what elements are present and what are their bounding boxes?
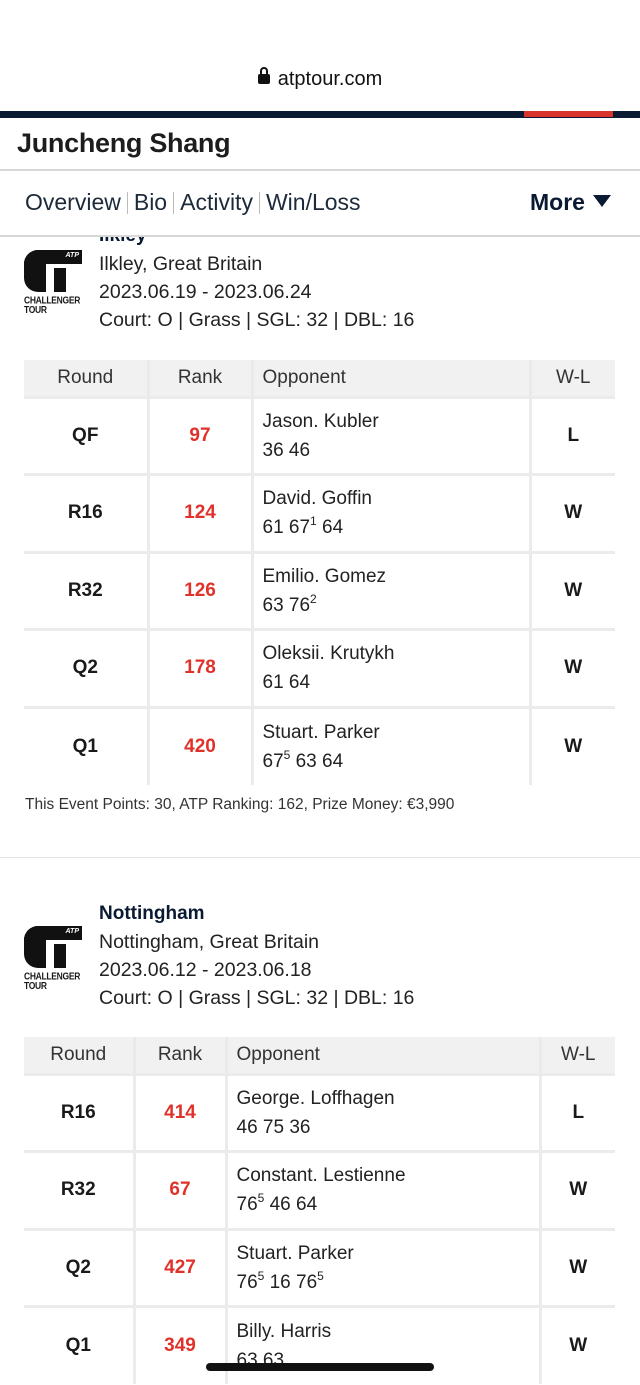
opponent-rank: 420 [146, 705, 252, 785]
url-bar[interactable]: atptour.com [0, 67, 640, 91]
round: R32 [24, 1150, 134, 1229]
event-details: Court: O | Grass | SGL: 32 | DBL: 16 [99, 309, 415, 331]
more-label: More [530, 189, 585, 215]
round: Q2 [24, 1227, 134, 1307]
tab-separator [173, 191, 175, 214]
win-loss: L [528, 395, 615, 475]
event-location: Nottingham, Great Britain [99, 931, 320, 953]
opponent-name[interactable]: Constant. Lestienne [236, 1165, 406, 1187]
opponent-name[interactable]: Stuart. Parker [236, 1242, 354, 1264]
event-dates: 2023.06.19 - 2023.06.24 [99, 281, 312, 303]
round: R16 [24, 1072, 134, 1152]
opponent-name[interactable]: Emilio. Gomez [262, 565, 387, 587]
event-info: Ilkley Ilkley, Great Britain 2023.06.19 … [99, 222, 414, 334]
column-header: Opponent [250, 360, 530, 397]
profile-tabs: Overview Bio Activity Win/Loss [25, 189, 361, 216]
round: R16 [24, 473, 148, 552]
column-header: Round [24, 360, 148, 397]
opponent-name[interactable]: David. Goffin [262, 488, 372, 510]
opponent-name[interactable]: Jason. Kubler [262, 410, 379, 432]
round: QF [24, 395, 148, 475]
lock-icon [257, 67, 270, 84]
opponent-rank: 97 [146, 395, 252, 475]
win-loss: W [528, 473, 615, 552]
opponent-name[interactable]: Oleksii. Krutykh [262, 643, 395, 665]
tab-win-loss[interactable]: Win/Loss [265, 189, 361, 215]
opponent-rank: 178 [146, 628, 252, 707]
round: R32 [24, 550, 148, 630]
matches-table: Round Rank Opponent W-L QF 97 Jason. Kubler 3… [24, 360, 615, 785]
tabs-bottom-divider [0, 235, 640, 237]
event-details: Court: O | Grass | SGL: 32 | DBL: 16 [99, 987, 415, 1009]
opponent-rank: 67 [132, 1150, 226, 1229]
win-loss: W [528, 550, 615, 630]
round: Q2 [24, 628, 148, 707]
match-score: 765 16 765 [236, 1268, 324, 1293]
event-divider [0, 857, 640, 858]
challenger-tour-logo: ATP CHALLENGER TOUR [24, 926, 82, 992]
player-name: Juncheng Shang [17, 128, 231, 158]
column-header: W-L [538, 1037, 615, 1074]
column-header: Rank [132, 1037, 226, 1074]
win-loss: W [538, 1227, 615, 1307]
event-summary: This Event Points: 30, ATP Ranking: 162,… [25, 796, 455, 813]
tab-overview[interactable]: Overview [25, 189, 121, 215]
home-indicator [206, 1363, 434, 1371]
column-header: W-L [528, 360, 615, 397]
opponent-rank: 414 [132, 1072, 226, 1152]
site-nav-bar [0, 111, 640, 118]
table-header: Round Rank Opponent W-L [24, 360, 615, 397]
win-loss: L [538, 1072, 615, 1152]
url-text: atptour.com [277, 68, 383, 90]
round: Q1 [24, 705, 148, 785]
column-header: Opponent [224, 1037, 540, 1074]
table-row: Q2 178 Oleksii. Krutykh 61 64 W [24, 628, 615, 707]
table-row: R16 124 David. Goffin 61 671 64 W [24, 473, 615, 552]
win-loss: W [538, 1150, 615, 1229]
table-header: Round Rank Opponent W-L [24, 1037, 615, 1074]
tab-separator [126, 191, 128, 214]
match-score: 61 64 [262, 672, 311, 694]
opponent-name[interactable]: Billy. Harris [236, 1321, 332, 1342]
column-header: Rank [146, 360, 252, 397]
more-dropdown[interactable]: More [530, 189, 611, 216]
table-row: R32 126 Emilio. Gomez 63 762 W [24, 550, 615, 630]
divider [0, 169, 640, 171]
active-nav-indicator [524, 111, 613, 117]
opponent-rank: 124 [146, 473, 252, 552]
match-score: 61 671 64 [262, 514, 344, 539]
matches-table: Round Rank Opponent W-L R16 414 George. Loff… [24, 1037, 615, 1384]
match-score: 63 762 [262, 591, 317, 616]
round: Q1 [24, 1305, 134, 1384]
tab-separator [258, 191, 260, 214]
table-row: R16 414 George. Loffhagen 46 75 36 L [24, 1072, 615, 1152]
opponent-name[interactable]: Stuart. Parker [262, 721, 380, 743]
event-dates: 2023.06.12 - 2023.06.18 [99, 959, 312, 981]
win-loss: W [528, 628, 615, 707]
table-row: R32 67 Constant. Lestienne 765 46 64 W [24, 1150, 615, 1229]
match-score: 36 46 [262, 439, 311, 461]
opponent-rank: 349 [132, 1305, 226, 1384]
match-score: 675 63 64 [262, 747, 344, 772]
event-info: Nottingham Nottingham, Great Britain 202… [99, 900, 414, 1012]
table-row: Q1 349 Billy. Harris 63 63 W [24, 1305, 615, 1384]
event-location: Ilkley, Great Britain [99, 253, 263, 275]
table-row: Q1 420 Stuart. Parker 675 63 64 W [24, 705, 615, 785]
challenger-tour-logo: ATP CHALLENGER TOUR [24, 250, 82, 316]
table-row: Q2 427 Stuart. Parker 765 16 765 W [24, 1227, 615, 1307]
table-row: QF 97 Jason. Kubler 36 46 L [24, 395, 615, 475]
win-loss: W [528, 705, 615, 785]
column-header: Round [24, 1037, 134, 1074]
tab-activity[interactable]: Activity [180, 189, 253, 215]
caret-down-icon [592, 195, 611, 207]
match-score: 765 46 64 [236, 1191, 318, 1216]
opponent-rank: 126 [146, 550, 252, 630]
opponent-name[interactable]: George. Loffhagen [236, 1087, 395, 1109]
win-loss: W [538, 1305, 615, 1384]
event-title[interactable]: Nottingham [99, 903, 205, 924]
match-score: 46 75 36 [236, 1116, 311, 1138]
opponent-rank: 427 [132, 1227, 226, 1307]
tab-bio[interactable]: Bio [133, 189, 168, 215]
